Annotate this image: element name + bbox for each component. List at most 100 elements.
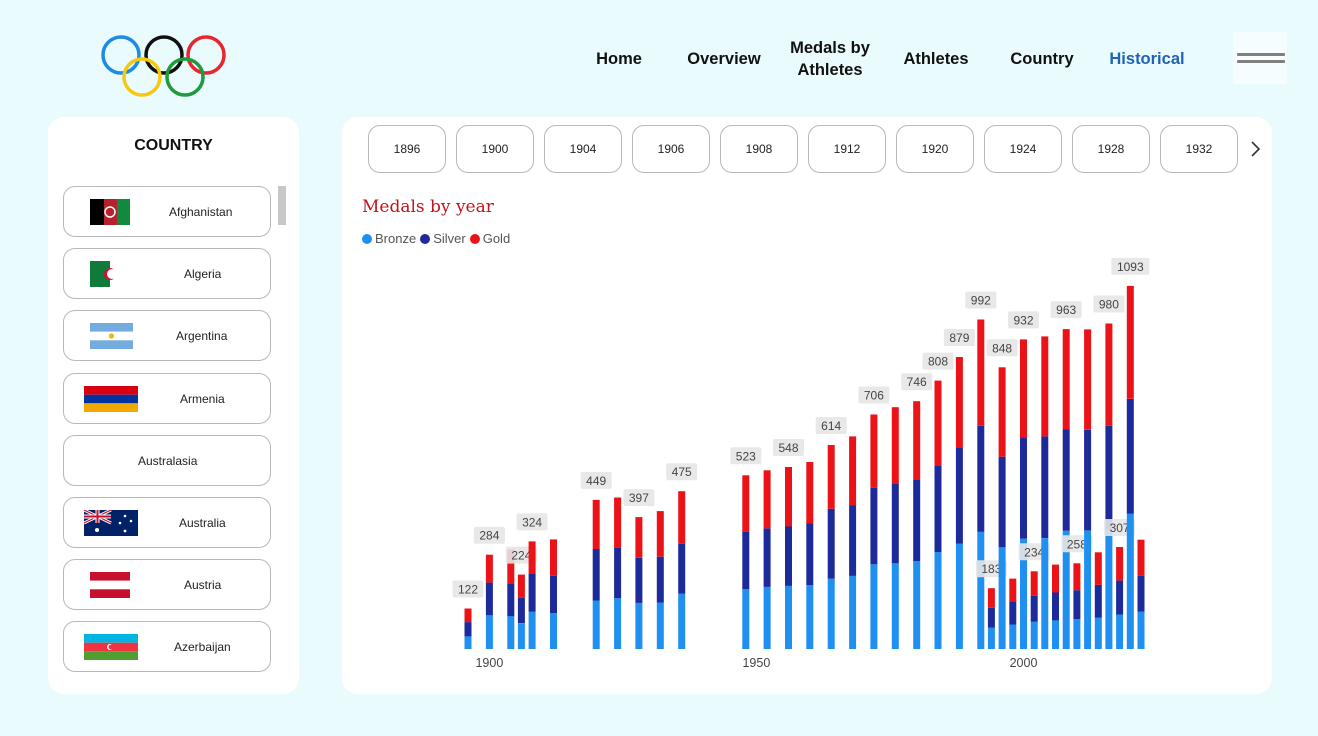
year-button-1912[interactable]: 1912 bbox=[808, 125, 886, 173]
year-button-1900[interactable]: 1900 bbox=[456, 125, 534, 173]
bar-segment-bronze-1932[interactable] bbox=[656, 602, 664, 650]
nav-overview[interactable]: Overview bbox=[687, 50, 761, 68]
bar-segment-silver-1920[interactable] bbox=[592, 549, 600, 601]
bar-segment-bronze-2010[interactable] bbox=[1073, 619, 1081, 649]
country-item-australasia[interactable]: Australasia bbox=[63, 435, 271, 486]
hamburger-menu-icon[interactable] bbox=[1233, 32, 1287, 84]
bar-segment-silver-1960[interactable] bbox=[806, 523, 814, 586]
bar-segment-gold-2018[interactable] bbox=[1116, 547, 1124, 581]
bar-segment-bronze-2008[interactable] bbox=[1062, 530, 1070, 649]
bar-segment-silver-1980[interactable] bbox=[913, 479, 921, 561]
year-button-1896[interactable]: 1896 bbox=[368, 125, 446, 173]
bar-segment-silver-2002[interactable] bbox=[1030, 595, 1038, 622]
bar-segment-gold-1900[interactable] bbox=[485, 554, 493, 583]
bar-segment-gold-1998[interactable] bbox=[1009, 578, 1017, 602]
bar-segment-bronze-2000[interactable] bbox=[1020, 538, 1027, 649]
nav-historical[interactable]: Historical bbox=[1109, 50, 1185, 68]
legend-item-gold[interactable]: Gold bbox=[469, 231, 510, 246]
country-item-armenia[interactable]: Armenia bbox=[63, 373, 271, 424]
bar-segment-gold-2004[interactable] bbox=[1041, 336, 1049, 437]
bar-segment-silver-1996[interactable] bbox=[998, 456, 1006, 548]
bar-segment-silver-2000[interactable] bbox=[1020, 437, 1027, 539]
bar-segment-gold-1960[interactable] bbox=[806, 462, 814, 524]
bar-segment-bronze-1972[interactable] bbox=[870, 564, 878, 649]
bar-segment-silver-1896[interactable] bbox=[464, 622, 472, 637]
bar-segment-bronze-2018[interactable] bbox=[1116, 614, 1124, 650]
legend-item-silver[interactable]: Silver bbox=[420, 231, 466, 246]
bar-segment-silver-1994[interactable] bbox=[987, 607, 995, 628]
bar-segment-gold-2016[interactable] bbox=[1105, 323, 1113, 426]
bar-segment-gold-1952[interactable] bbox=[763, 470, 771, 529]
country-item-austria[interactable]: Austria bbox=[63, 559, 271, 610]
bar-segment-bronze-1988[interactable] bbox=[955, 543, 963, 649]
nav-country[interactable]: Country bbox=[1010, 50, 1074, 68]
bar-segment-gold-2002[interactable] bbox=[1030, 571, 1038, 596]
country-item-argentina[interactable]: Argentina bbox=[63, 310, 271, 361]
bar-segment-bronze-1998[interactable] bbox=[1009, 624, 1017, 649]
bar-segment-silver-1964[interactable] bbox=[827, 508, 835, 579]
bar-segment-bronze-1952[interactable] bbox=[763, 586, 771, 649]
bar-segment-gold-1984[interactable] bbox=[934, 380, 942, 466]
bar-segment-silver-1928[interactable] bbox=[635, 557, 643, 603]
bar-segment-bronze-1896[interactable] bbox=[464, 636, 472, 649]
bar-segment-gold-1968[interactable] bbox=[849, 436, 857, 506]
bar-segment-gold-1948[interactable] bbox=[742, 475, 750, 532]
bar-segment-silver-1956[interactable] bbox=[785, 526, 792, 586]
bar-segment-bronze-1956[interactable] bbox=[785, 585, 792, 649]
year-button-1906[interactable]: 1906 bbox=[632, 125, 710, 173]
bar-segment-bronze-1928[interactable] bbox=[635, 602, 643, 649]
bar-segment-gold-2000[interactable] bbox=[1020, 339, 1027, 438]
bar-segment-bronze-1992[interactable] bbox=[977, 531, 985, 649]
bar-segment-silver-1972[interactable] bbox=[870, 487, 878, 565]
bar-segment-gold-1906[interactable] bbox=[517, 574, 525, 598]
year-button-1924[interactable]: 1924 bbox=[984, 125, 1062, 173]
country-item-australia[interactable]: Australia bbox=[63, 497, 271, 548]
bar-segment-bronze-2014[interactable] bbox=[1094, 617, 1102, 649]
bar-segment-bronze-1906[interactable] bbox=[517, 623, 525, 649]
bar-segment-gold-1912[interactable] bbox=[550, 539, 557, 576]
bar-segment-gold-1936[interactable] bbox=[678, 491, 686, 544]
bar-segment-silver-2008[interactable] bbox=[1062, 429, 1070, 531]
bar-segment-silver-2010[interactable] bbox=[1073, 590, 1081, 620]
bar-segment-bronze-1904[interactable] bbox=[507, 616, 515, 649]
bar-segment-silver-1988[interactable] bbox=[955, 448, 963, 544]
bar-segment-bronze-1960[interactable] bbox=[806, 585, 814, 649]
country-item-afghanistan[interactable]: Afghanistan bbox=[63, 186, 271, 237]
bar-segment-silver-1900[interactable] bbox=[485, 582, 493, 616]
bar-segment-bronze-2006[interactable] bbox=[1052, 620, 1059, 649]
bar-segment-silver-2018[interactable] bbox=[1116, 580, 1124, 615]
bar-segment-silver-2022[interactable] bbox=[1137, 575, 1145, 612]
bar-segment-gold-1972[interactable] bbox=[870, 414, 878, 488]
bar-segment-silver-2004[interactable] bbox=[1041, 436, 1049, 538]
bar-segment-gold-1928[interactable] bbox=[635, 517, 643, 558]
bar-segment-bronze-1968[interactable] bbox=[849, 575, 857, 649]
bar-segment-silver-2012[interactable] bbox=[1084, 429, 1092, 531]
bar-segment-gold-2022[interactable] bbox=[1137, 539, 1145, 576]
bar-segment-gold-1908[interactable] bbox=[528, 541, 536, 574]
nav-athletes[interactable]: Athletes bbox=[903, 50, 969, 68]
bar-segment-bronze-2002[interactable] bbox=[1030, 621, 1038, 649]
bar-segment-gold-2010[interactable] bbox=[1073, 563, 1081, 591]
bar-segment-silver-1992[interactable] bbox=[977, 425, 985, 532]
bar-segment-gold-1896[interactable] bbox=[464, 608, 472, 623]
bar-segment-gold-1988[interactable] bbox=[955, 357, 963, 448]
bar-segment-bronze-1980[interactable] bbox=[913, 561, 921, 649]
bar-segment-silver-2006[interactable] bbox=[1052, 592, 1059, 621]
bar-segment-silver-1984[interactable] bbox=[934, 465, 942, 552]
bar-segment-silver-1976[interactable] bbox=[891, 483, 899, 564]
country-item-azerbaijan[interactable]: Azerbaijan bbox=[63, 621, 271, 672]
bar-segment-gold-1924[interactable] bbox=[614, 497, 622, 548]
year-button-1908[interactable]: 1908 bbox=[720, 125, 798, 173]
year-button-1920[interactable]: 1920 bbox=[896, 125, 974, 173]
bar-segment-bronze-2004[interactable] bbox=[1041, 538, 1049, 649]
bar-segment-bronze-1912[interactable] bbox=[550, 613, 557, 649]
bar-segment-bronze-1964[interactable] bbox=[827, 578, 835, 649]
bar-segment-bronze-2012[interactable] bbox=[1084, 530, 1092, 649]
bar-segment-silver-1932[interactable] bbox=[656, 556, 664, 603]
bar-segment-gold-2014[interactable] bbox=[1094, 552, 1102, 585]
bar-segment-gold-1994[interactable] bbox=[987, 588, 995, 608]
bar-segment-bronze-1994[interactable] bbox=[987, 627, 995, 649]
bar-segment-bronze-1996[interactable] bbox=[998, 547, 1006, 649]
country-item-algeria[interactable]: Algeria bbox=[63, 248, 271, 299]
bar-segment-gold-2008[interactable] bbox=[1062, 329, 1070, 430]
